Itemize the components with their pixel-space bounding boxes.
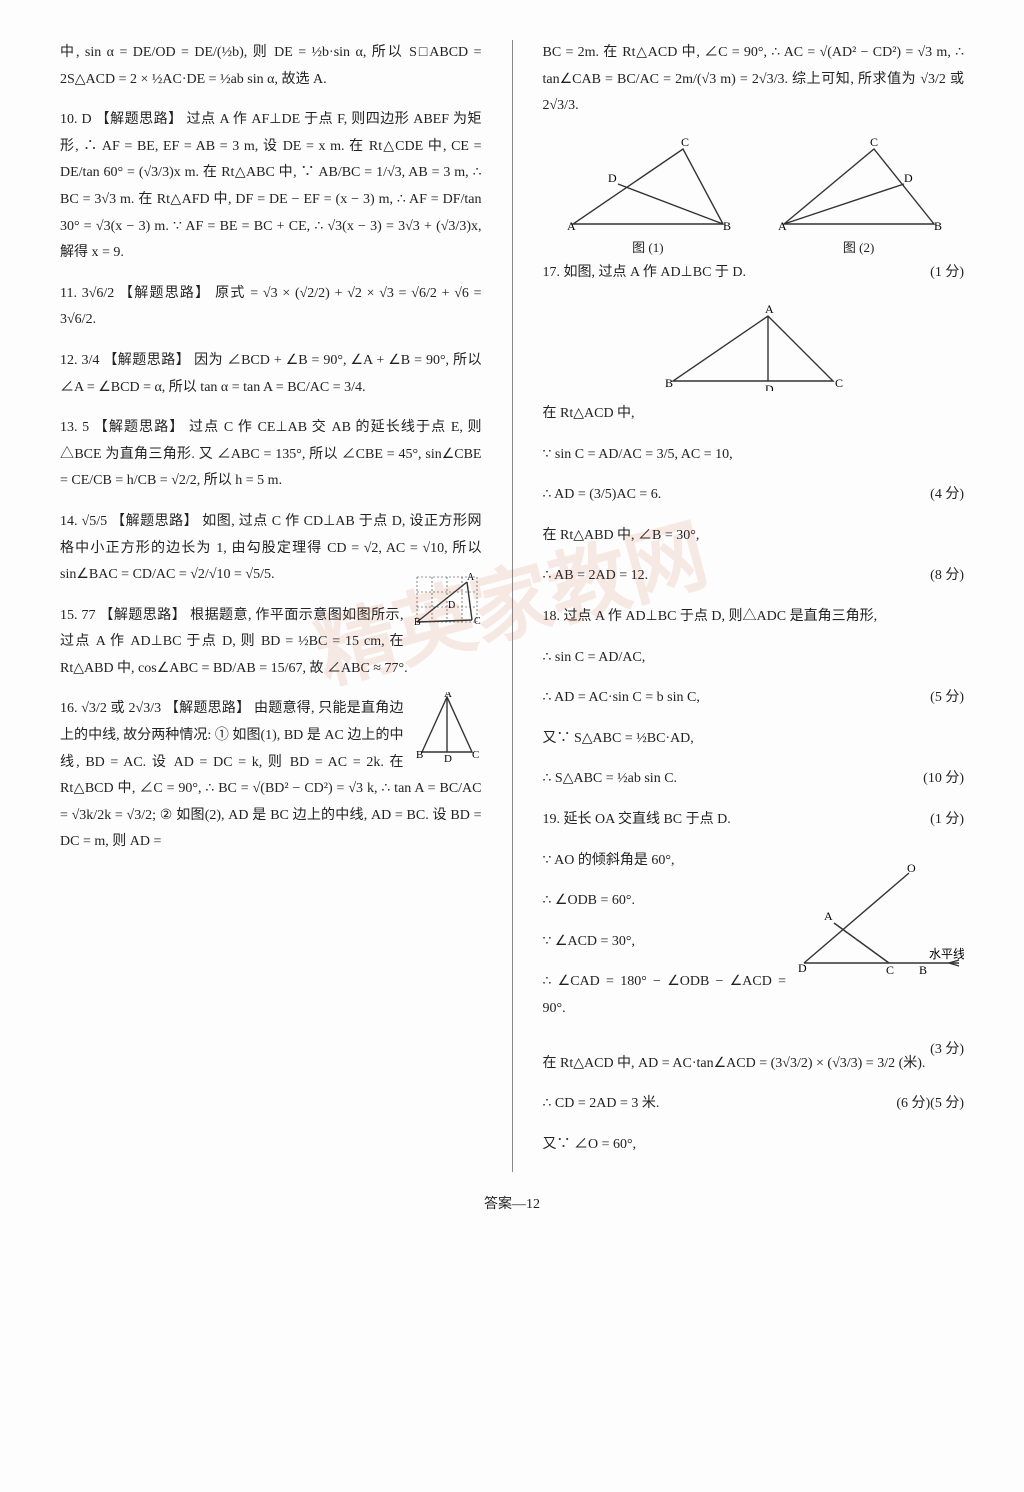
p17b: 在 Rt△ACD 中, [543, 401, 965, 428]
p19e-score: (3 分) [930, 1037, 964, 1064]
fig2-caption: 图 (2) [774, 236, 944, 261]
p17d-text: ∴ AD = (3/5)AC = 6. [543, 487, 662, 502]
svg-text:C: C [886, 963, 894, 977]
figure-16-1: A B C D 图 (1) [563, 134, 733, 261]
svg-text:C: C [835, 376, 843, 390]
problem-15-text: 15. 77 【解题思路】 根据题意, 作平面示意图如图所示, 过点 A 作 A… [60, 608, 408, 676]
problem-16-cont: BC = 2m. 在 Rt△ACD 中, ∠C = 90°, ∴ AC = √(… [543, 40, 965, 120]
problem-11: 11. 3√6/2 【解题思路】 原式 = √3 × (√2/2) + √2 ×… [60, 281, 482, 334]
p19a: 19. 延长 OA 交直线 BC 于点 D. (1 分) [543, 807, 965, 834]
p18b: ∴ sin C = AD/AC, [543, 645, 965, 672]
svg-text:A: A [467, 572, 475, 583]
p19f-score: (5 分) [930, 1091, 964, 1118]
p19e-text: ∴ ∠CAD = 180° − ∠ODB − ∠ACD = 90°. [543, 974, 787, 1016]
p17f-text: ∴ AB = 2AD = 12. [543, 568, 649, 583]
svg-text:D: D [798, 961, 807, 975]
p17a-score: (1 分) [930, 260, 964, 287]
p19e: ∴ ∠CAD = 180° − ∠ODB − ∠ACD = 90°. [543, 969, 787, 1022]
page-footer: 答案—12 [60, 1192, 964, 1219]
figure-16-2: A B C D 图 (2) [774, 134, 944, 261]
p19c: ∴ ∠ODB = 60°. [543, 888, 787, 915]
column-divider [512, 40, 513, 1172]
p18a: 18. 过点 A 作 AD⊥BC 于点 D, 则△ADC 是直角三角形, [543, 604, 965, 631]
svg-text:A: A [567, 219, 576, 233]
svg-text:A: A [824, 909, 833, 923]
p19f-text: 在 Rt△ACD 中, AD = AC·tan∠ACD = (3√3/2) × … [543, 1056, 926, 1071]
svg-text:D: D [608, 171, 617, 185]
left-column: 中, sin α = DE/OD = DE/(½b), 则 DE = ½b·si… [60, 40, 482, 1172]
right-column: BC = 2m. 在 Rt△ACD 中, ∠C = 90°, ∴ AC = √(… [543, 40, 965, 1172]
p18e-score: (10 分) [923, 766, 964, 793]
svg-text:B: B [723, 219, 731, 233]
svg-text:C: C [870, 135, 878, 149]
figure-15: A B D C [412, 692, 482, 762]
p19g-score: (6 分) [896, 1091, 930, 1118]
p18e: ∴ S△ABC = ½ab sin C. (10 分) [543, 766, 965, 793]
p19f: 在 Rt△ACD 中, AD = AC·tan∠ACD = (3√3/2) × … [543, 1051, 965, 1078]
svg-text:C: C [474, 616, 481, 627]
p19g-text: ∴ CD = 2AD = 3 米. [543, 1096, 660, 1111]
problem-13: 13. 5 【解题思路】 过点 C 作 CE⊥AB 交 AB 的延长线于点 E,… [60, 415, 482, 495]
p17c: ∵ sin C = AD/AC = 3/5, AC = 10, [543, 442, 965, 469]
svg-text:A: A [444, 692, 452, 700]
svg-text:A: A [765, 302, 774, 316]
p17d-score: (4 分) [930, 482, 964, 509]
svg-text:C: C [681, 135, 689, 149]
svg-text:B: B [414, 617, 421, 627]
figure-14: B A C D [412, 572, 482, 627]
fig1-caption: 图 (1) [563, 236, 733, 261]
svg-text:B: B [919, 963, 927, 977]
p17a-text: 17. 如图, 过点 A 作 AD⊥BC 于 D. [543, 265, 747, 280]
svg-text:D: D [765, 382, 774, 391]
p19d: ∵ ∠ACD = 30°, [543, 929, 787, 956]
svg-text:D: D [444, 753, 452, 762]
svg-text:O: O [907, 861, 916, 875]
p18c-score: (5 分) [930, 685, 964, 712]
p17f: ∴ AB = 2AD = 12. (8 分) [543, 563, 965, 590]
svg-text:C: C [472, 749, 479, 761]
figure-19: O A D C B 水平线 [794, 858, 964, 978]
svg-text:B: B [416, 749, 423, 761]
p19b: ∵ AO 的倾斜角是 60°, [543, 848, 787, 875]
problem-14: 14. √5/5 【解题思路】 如图, 过点 C 作 CD⊥AB 于点 D, 设… [60, 509, 482, 589]
svg-text:B: B [934, 219, 942, 233]
p19h: 又∵ ∠O = 60°, [543, 1132, 965, 1159]
problem-9-cont: 中, sin α = DE/OD = DE/(½b), 则 DE = ½b·si… [60, 40, 482, 93]
figure-16-pair: A B C D 图 (1) A B C D 图 ( [543, 134, 965, 261]
p18e-text: ∴ S△ABC = ½ab sin C. [543, 771, 678, 786]
problem-10: 10. D 【解题思路】 过点 A 作 AF⊥DE 于点 F, 则四边形 ABE… [60, 107, 482, 267]
p17e: 在 Rt△ABD 中, ∠B = 30°, [543, 523, 965, 550]
p17f-score: (8 分) [930, 563, 964, 590]
p17d: ∴ AD = (3/5)AC = 6. (4 分) [543, 482, 965, 509]
svg-text:A: A [778, 219, 787, 233]
figure-17: A B D C [543, 301, 965, 391]
p18d: 又∵ S△ABC = ½BC·AD, [543, 726, 965, 753]
page-container: 精英家教网 中, sin α = DE/OD = DE/(½b), 则 DE =… [60, 40, 964, 1172]
p19a-text: 19. 延长 OA 交直线 BC 于点 D. [543, 812, 731, 827]
svg-text:D: D [904, 171, 913, 185]
p18c-text: ∴ AD = AC·sin C = b sin C, [543, 690, 700, 705]
svg-text:D: D [448, 600, 455, 611]
p19a-score: (1 分) [930, 807, 964, 834]
problem-12: 12. 3/4 【解题思路】 因为 ∠BCD + ∠B = 90°, ∠A + … [60, 348, 482, 401]
p19g: ∴ CD = 2AD = 3 米. (6 分) [543, 1091, 965, 1118]
horizon-label: 水平线 [929, 947, 964, 961]
p18c: ∴ AD = AC·sin C = b sin C, (5 分) [543, 685, 965, 712]
problem-17-a: 17. 如图, 过点 A 作 AD⊥BC 于 D. (1 分) [543, 260, 965, 287]
svg-text:B: B [665, 376, 673, 390]
